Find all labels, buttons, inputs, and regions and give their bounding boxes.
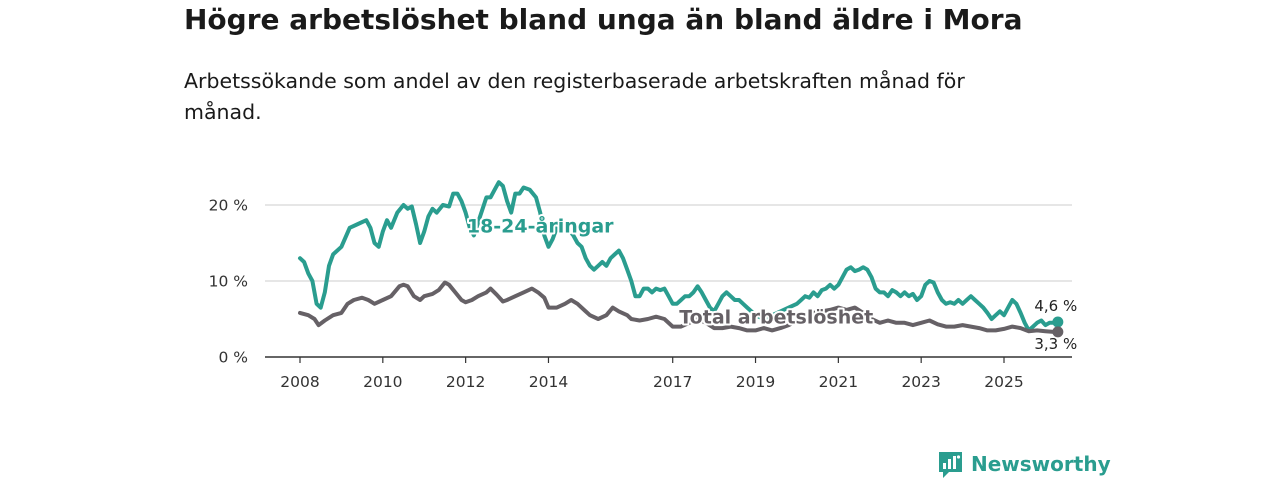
series-label: Total arbetslöshet: [679, 307, 873, 329]
series-end-label: 3,3 %: [1034, 335, 1077, 353]
x-tick-label: 2010: [363, 373, 402, 391]
series-lines: [298, 180, 1060, 334]
x-axis: 2008 2010 2012 2014 2017 2019 2021 2023 2025: [265, 356, 1072, 391]
x-tick-label: 2012: [446, 373, 485, 391]
series-end-marker: [1052, 316, 1064, 328]
series-label: 18-24-åringar: [467, 213, 614, 237]
grid-layer: [265, 204, 1072, 282]
series-end-label: 4,6 %: [1034, 297, 1077, 315]
y-tick-label: 0 %: [218, 349, 248, 367]
y-axis-ticks: 0 % 10 % 20 %: [209, 197, 248, 367]
x-tick-label: 2017: [653, 373, 692, 391]
x-tick-label: 2019: [736, 373, 775, 391]
series-line-total: [298, 280, 1060, 334]
y-tick-label: 20 %: [209, 197, 248, 215]
x-tick-label: 2021: [819, 373, 858, 391]
series-end-marker: [1052, 326, 1064, 338]
x-tick-label: 2025: [984, 373, 1023, 391]
x-tick-label: 2023: [901, 373, 940, 391]
x-tick-label: 2008: [280, 373, 319, 391]
chart-subtitle: Arbetssökande som andel av den registerb…: [184, 69, 965, 124]
newsworthy-logo: Newsworthy: [937, 449, 1111, 479]
chart-title: Högre arbetslöshet bland unga än bland ä…: [184, 3, 1023, 36]
series-line-youth: [298, 180, 1060, 333]
series-labels: 4,6 % 18-24-åringar 3,3 % Total arbetslöshe…: [465, 211, 1079, 354]
y-tick-label: 10 %: [209, 273, 248, 291]
bar-chart-speech-bubble-icon: [939, 451, 962, 478]
x-tick-label: 2014: [529, 373, 568, 391]
brand-name: Newsworthy: [971, 452, 1111, 476]
